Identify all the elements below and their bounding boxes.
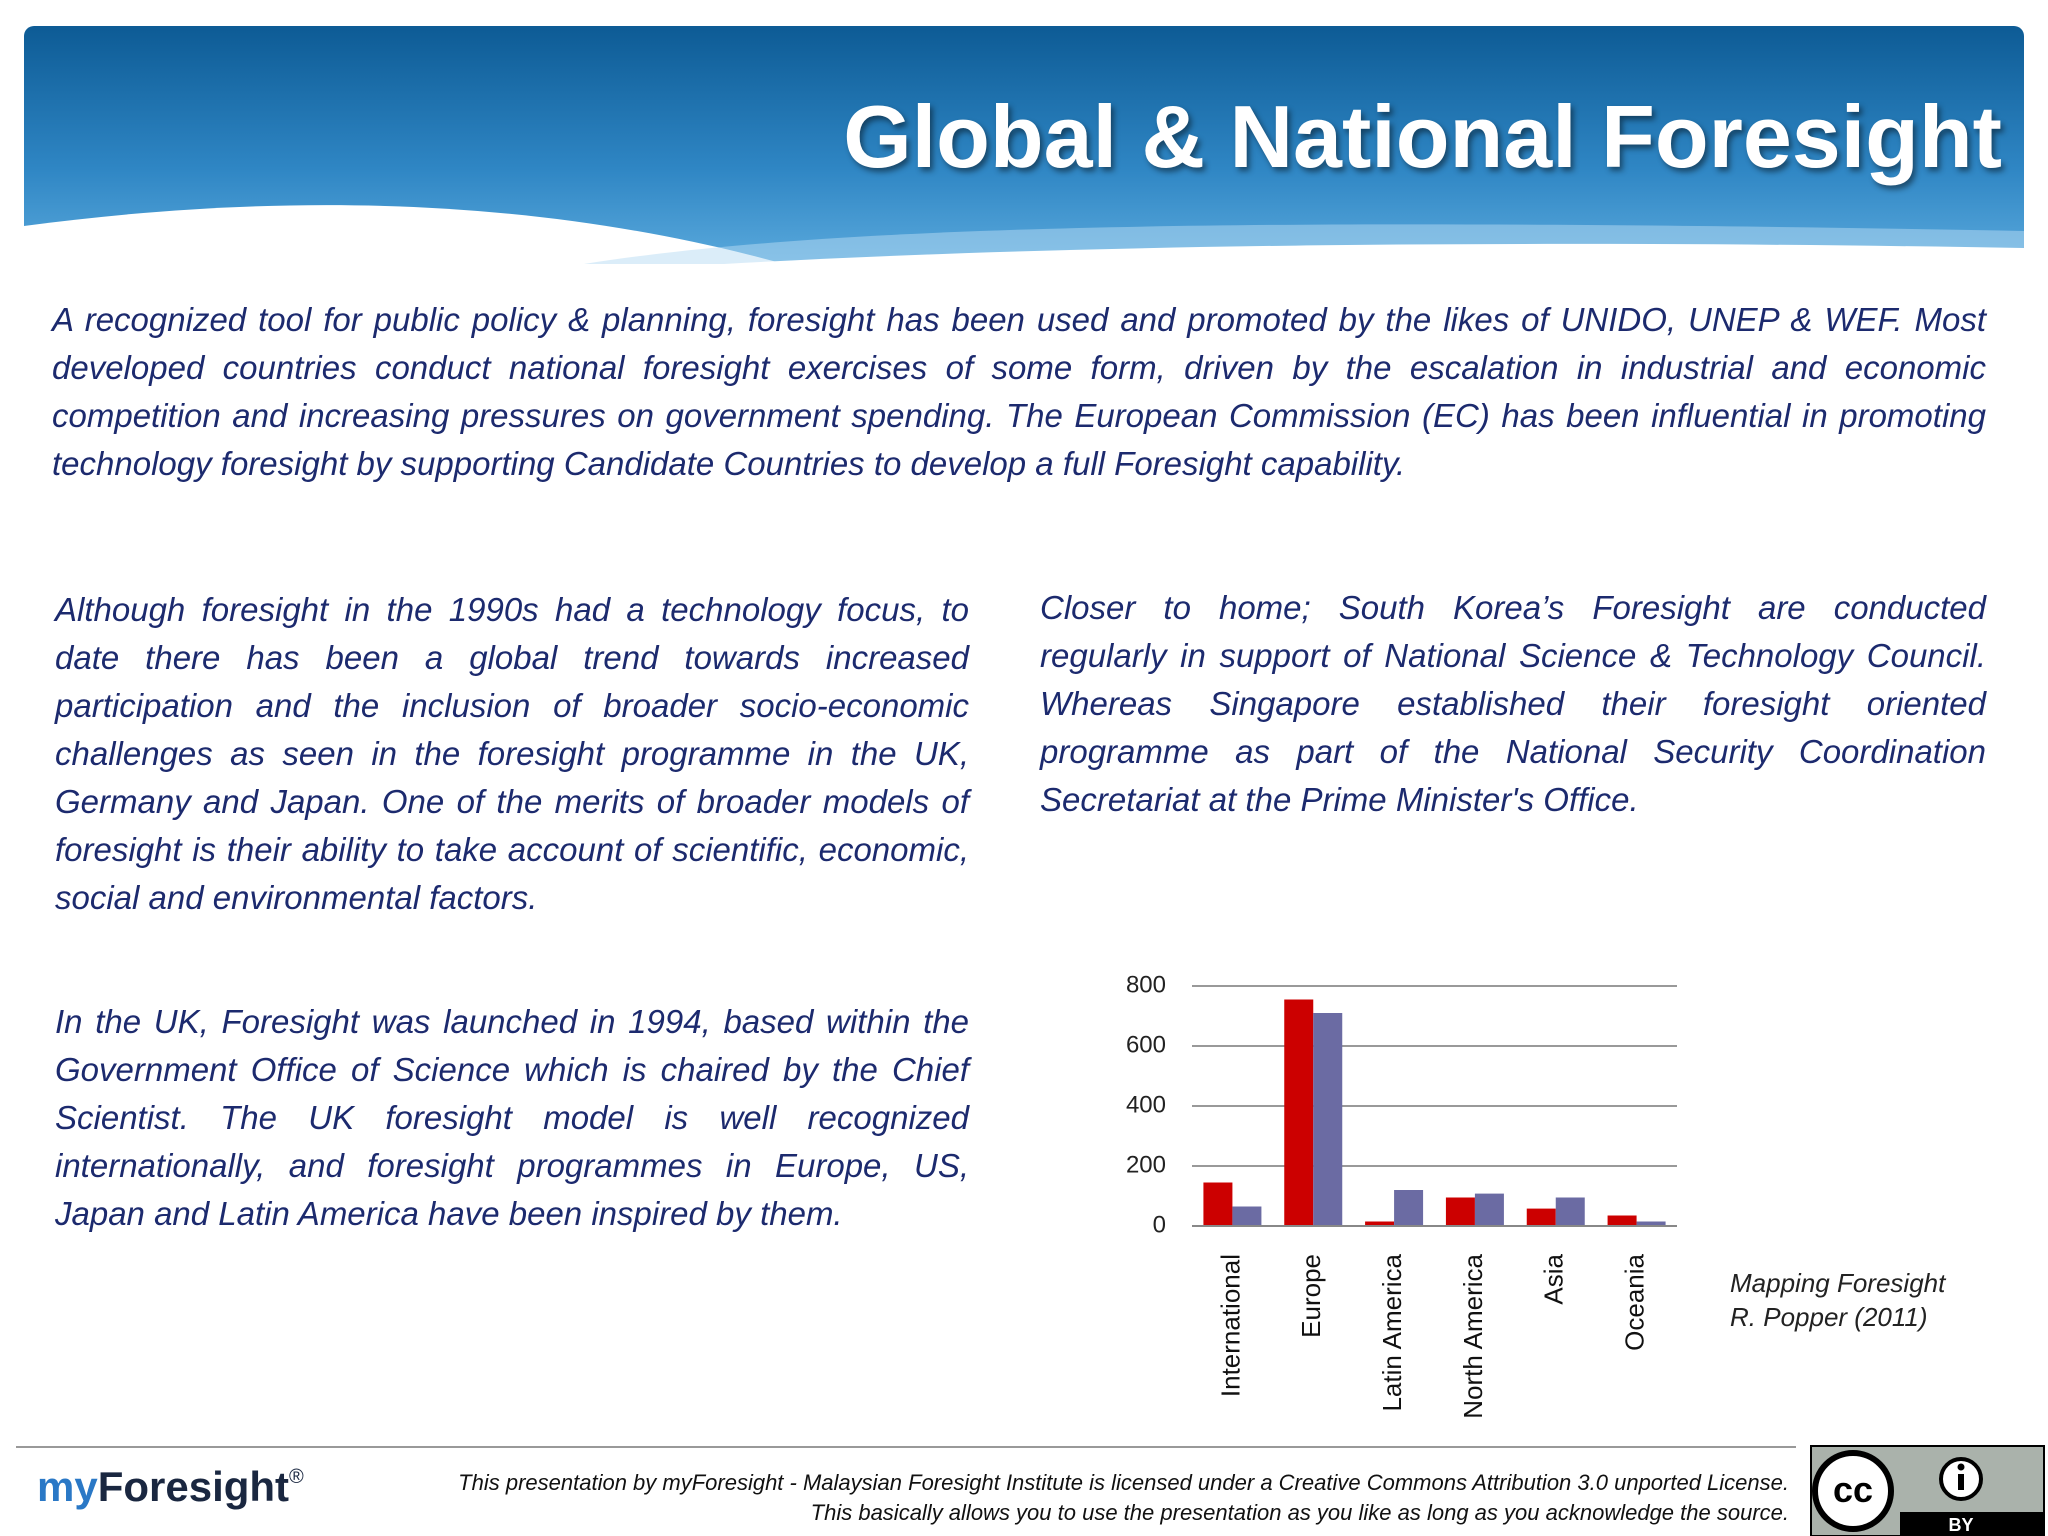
source-line: R. Popper (2011) bbox=[1730, 1302, 1928, 1332]
bar bbox=[1203, 1182, 1233, 1226]
left-paragraph: In the UK, Foresight was launched in 199… bbox=[55, 1003, 969, 1232]
bar bbox=[1232, 1206, 1262, 1226]
license-line: This basically allows you to use the pre… bbox=[811, 1500, 1789, 1525]
x-tick-label: Europe bbox=[1296, 1254, 1326, 1338]
y-tick-label: 400 bbox=[1126, 1091, 1166, 1118]
logo-name: Foresight bbox=[98, 1463, 289, 1510]
y-tick-label: 200 bbox=[1126, 1151, 1166, 1178]
logo-prefix: my bbox=[37, 1463, 98, 1510]
badge-cc: cc bbox=[1833, 1469, 1873, 1510]
logo: myForesight® bbox=[37, 1463, 304, 1510]
cc-badge: cc BY bbox=[1810, 1445, 2045, 1536]
bar bbox=[1394, 1190, 1424, 1226]
x-tick-label: North America bbox=[1458, 1253, 1488, 1418]
bar bbox=[1365, 1221, 1395, 1226]
bar bbox=[1284, 999, 1314, 1226]
x-tick-label: International bbox=[1215, 1254, 1245, 1397]
y-tick-label: 0 bbox=[1153, 1211, 1166, 1238]
header-wave bbox=[24, 205, 2024, 264]
x-tick-label: Latin America bbox=[1377, 1253, 1407, 1411]
bar bbox=[1313, 1013, 1343, 1226]
license-line: This presentation by myForesight - Malay… bbox=[458, 1470, 1789, 1495]
bar bbox=[1636, 1221, 1666, 1226]
x-tick-label: Oceania bbox=[1619, 1253, 1649, 1350]
left-paragraph: Although foresight in the 1990s had a te… bbox=[55, 591, 969, 916]
logo-mark: ® bbox=[289, 1466, 304, 1488]
right-paragraph: Closer to home; South Korea’s Foresight … bbox=[1040, 589, 1986, 818]
badge-by: BY bbox=[1948, 1515, 1973, 1535]
bar bbox=[1474, 1193, 1504, 1226]
title: Global & National Foresight bbox=[843, 87, 2002, 186]
header-band: Global & National Foresight bbox=[24, 26, 2024, 264]
source-line: Mapping Foresight bbox=[1730, 1268, 1946, 1298]
y-tick-label: 800 bbox=[1126, 971, 1166, 998]
bar bbox=[1445, 1197, 1475, 1226]
x-tick-label: Asia bbox=[1539, 1253, 1569, 1304]
y-tick-label: 600 bbox=[1126, 1031, 1166, 1058]
intro-text: A recognized tool for public policy & pl… bbox=[52, 301, 1986, 482]
bar bbox=[1607, 1215, 1637, 1226]
chart-source: Mapping Foresight R. Popper (2011) bbox=[1730, 1266, 1945, 1334]
bar bbox=[1555, 1197, 1585, 1226]
bar bbox=[1526, 1208, 1556, 1226]
